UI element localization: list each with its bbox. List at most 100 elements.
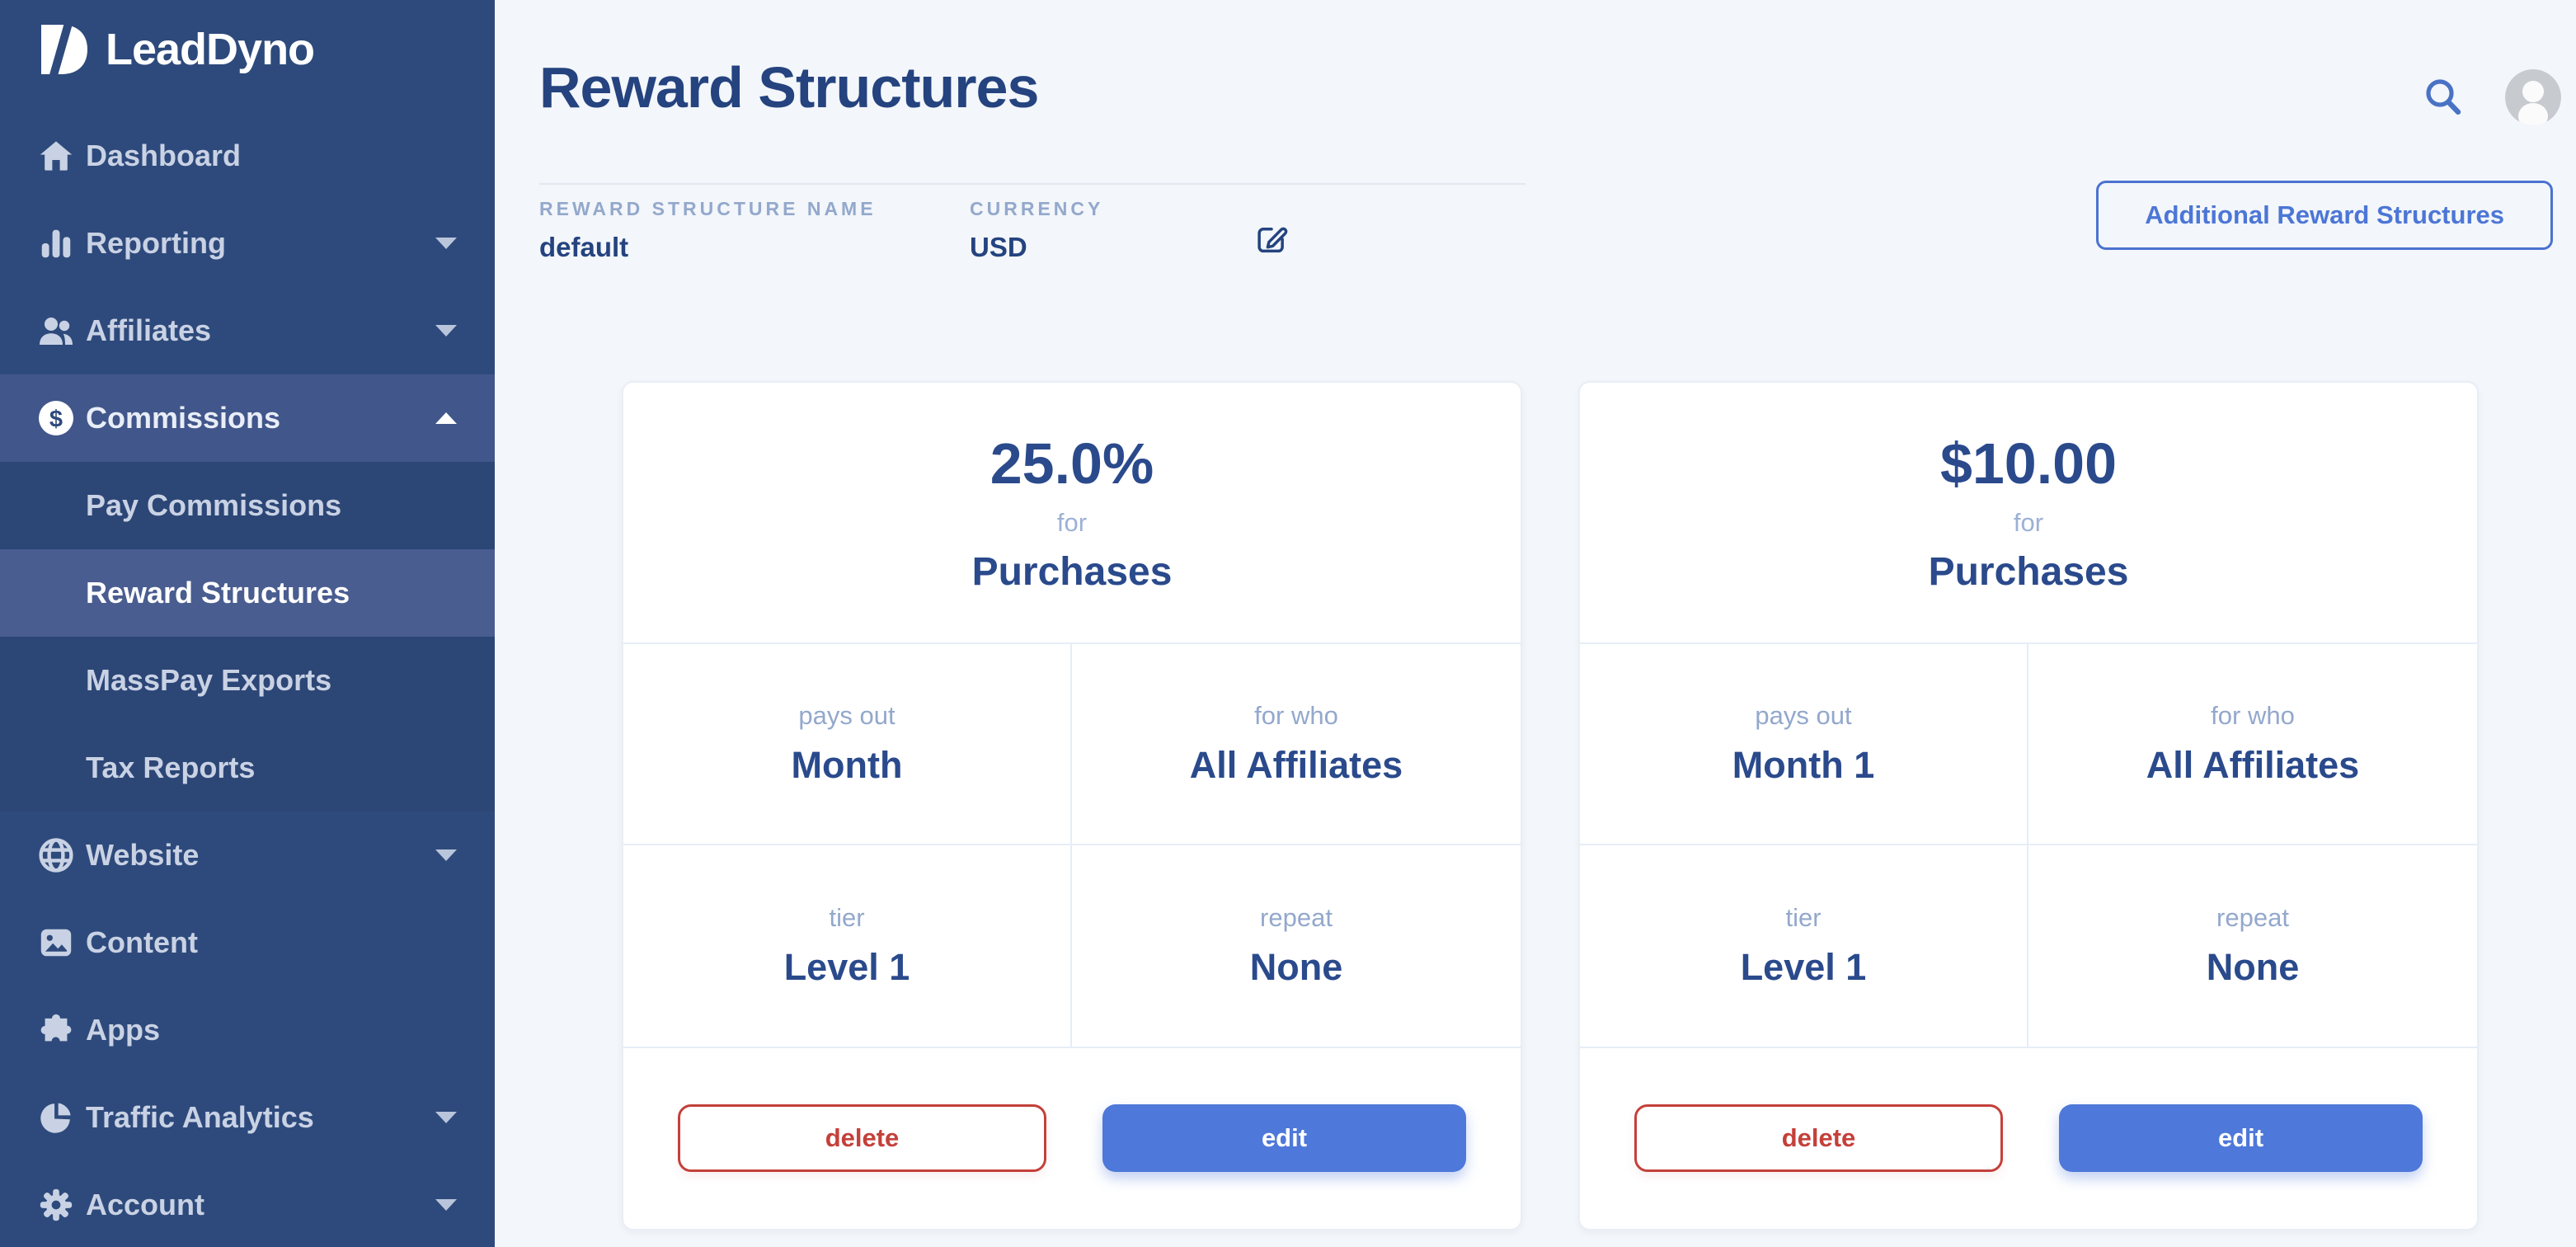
avatar[interactable] bbox=[2505, 69, 2561, 125]
sidebar-item-label: Affiliates bbox=[86, 313, 212, 347]
cell-value: None bbox=[2206, 945, 2300, 988]
pie-chart-icon bbox=[36, 1098, 76, 1137]
reward-structure-name-value: default bbox=[539, 232, 629, 262]
sidebar-item-label: MassPay Exports bbox=[86, 663, 332, 697]
reward-detail-grid: pays out Month for who All Affiliates ti… bbox=[623, 643, 1521, 1047]
chevron-down-icon bbox=[434, 848, 458, 863]
reward-trigger: Purchases bbox=[971, 549, 1173, 594]
edit-button[interactable]: edit bbox=[2059, 1104, 2423, 1173]
brand-name: LeadDyno bbox=[106, 25, 315, 74]
edit-button[interactable]: edit bbox=[1102, 1104, 1466, 1173]
cell-label: repeat bbox=[1260, 902, 1333, 932]
sidebar-item-label: Tax Reports bbox=[86, 751, 256, 784]
page-title: Reward Structures bbox=[539, 55, 1039, 120]
chevron-down-icon bbox=[434, 236, 458, 251]
sidebar-item-label: Account bbox=[86, 1188, 204, 1221]
sidebar-item-label: Apps bbox=[86, 1013, 160, 1047]
brand-logo[interactable]: LeadDyno bbox=[0, 0, 495, 99]
repeat-cell: repeat None bbox=[1072, 845, 1521, 1047]
reward-summary: $10.00 for Purchases bbox=[1580, 383, 2477, 644]
reward-amount: 25.0% bbox=[990, 431, 1154, 496]
reward-detail-grid: pays out Month 1 for who All Affiliates … bbox=[1580, 643, 2477, 1047]
sidebar-item-reward-structures[interactable]: Reward Structures bbox=[0, 549, 495, 637]
cell-value: Month 1 bbox=[1732, 743, 1875, 786]
reward-trigger: Purchases bbox=[1928, 549, 2129, 594]
sidebar-item-affiliates[interactable]: Affiliates bbox=[0, 287, 495, 374]
delete-button[interactable]: delete bbox=[678, 1104, 1046, 1173]
chevron-up-icon bbox=[434, 411, 458, 426]
sidebar-item-label: Reporting bbox=[86, 226, 226, 260]
for-who-cell: for who All Affiliates bbox=[2028, 644, 2477, 845]
delete-button[interactable]: delete bbox=[1634, 1104, 2003, 1173]
home-icon bbox=[36, 136, 76, 176]
svg-text:$: $ bbox=[49, 406, 63, 432]
sidebar-item-dashboard[interactable]: Dashboard bbox=[0, 112, 495, 200]
dollar-circle-icon: $ bbox=[36, 398, 76, 438]
globe-icon bbox=[36, 835, 76, 875]
cell-value: Level 1 bbox=[783, 945, 910, 988]
reward-summary: 25.0% for Purchases bbox=[623, 383, 1521, 644]
sidebar-item-label: Traffic Analytics bbox=[86, 1100, 314, 1134]
commissions-submenu: Pay Commissions Reward Structures MassPa… bbox=[0, 462, 495, 812]
reward-cards-row: 25.0% for Purchases pays out Month for w… bbox=[622, 381, 2479, 1231]
puzzle-icon bbox=[36, 1010, 76, 1050]
sidebar-item-traffic-analytics[interactable]: Traffic Analytics bbox=[0, 1074, 495, 1161]
leaddyno-logo-icon bbox=[36, 23, 89, 76]
sidebar-item-website[interactable]: Website bbox=[0, 812, 495, 899]
tier-cell: tier Level 1 bbox=[1580, 845, 2028, 1047]
main-content: Reward Structures REWARD STRUCTURE NAME … bbox=[495, 0, 2576, 1247]
sidebar-item-pay-commissions[interactable]: Pay Commissions bbox=[0, 462, 495, 549]
currency-value: USD bbox=[970, 232, 1027, 262]
cell-value: All Affiliates bbox=[1189, 743, 1403, 786]
sidebar-item-reporting[interactable]: Reporting bbox=[0, 200, 495, 287]
currency-field: CURRENCY USD bbox=[970, 198, 1103, 263]
sidebar-item-label: Content bbox=[86, 925, 198, 959]
search-icon[interactable] bbox=[2423, 76, 2464, 119]
reward-card: $10.00 for Purchases pays out Month 1 fo… bbox=[1578, 381, 2479, 1231]
pays-out-cell: pays out Month bbox=[623, 643, 1072, 845]
cell-value: None bbox=[1249, 945, 1343, 988]
reward-conjunction: for bbox=[1056, 507, 1088, 537]
cell-label: tier bbox=[1785, 902, 1822, 932]
header-divider bbox=[539, 183, 1525, 185]
for-who-cell: for who All Affiliates bbox=[1072, 644, 1521, 845]
pen-square-icon[interactable] bbox=[1254, 221, 1289, 256]
pays-out-cell: pays out Month 1 bbox=[1580, 643, 2028, 845]
sidebar-item-tax-reports[interactable]: Tax Reports bbox=[0, 724, 495, 812]
cell-value: All Affiliates bbox=[2146, 743, 2360, 786]
card-actions: delete edit bbox=[1580, 1046, 2477, 1229]
sidebar-item-account[interactable]: Account bbox=[0, 1161, 495, 1247]
cell-label: repeat bbox=[2216, 902, 2289, 932]
sidebar-item-label: Pay Commissions bbox=[86, 488, 342, 522]
cell-value: Level 1 bbox=[1740, 945, 1867, 988]
cell-label: tier bbox=[829, 902, 865, 932]
cell-label: for who bbox=[1254, 700, 1338, 730]
reward-conjunction: for bbox=[2013, 507, 2044, 537]
reward-card: 25.0% for Purchases pays out Month for w… bbox=[622, 381, 1522, 1231]
cell-label: pays out bbox=[798, 700, 895, 730]
sidebar-item-label: Reward Structures bbox=[86, 576, 350, 609]
bar-chart-icon bbox=[36, 224, 76, 263]
sidebar-item-label: Dashboard bbox=[86, 139, 242, 172]
image-icon bbox=[36, 923, 76, 962]
chevron-down-icon bbox=[434, 1198, 458, 1212]
sidebar: LeadDyno Dashboard bbox=[0, 0, 495, 1247]
repeat-cell: repeat None bbox=[2028, 845, 2477, 1047]
sidebar-item-masspay-exports[interactable]: MassPay Exports bbox=[0, 637, 495, 724]
sidebar-item-label: Commissions bbox=[86, 401, 281, 435]
sidebar-item-label: Website bbox=[86, 838, 200, 872]
cell-label: pays out bbox=[1755, 700, 1852, 730]
sidebar-item-commissions[interactable]: $ Commissions bbox=[0, 374, 495, 462]
gear-icon bbox=[36, 1185, 76, 1225]
sidebar-nav: Dashboard Reporting bbox=[0, 99, 495, 1247]
additional-reward-structures-button[interactable]: Additional Reward Structures bbox=[2096, 181, 2553, 250]
cell-label: for who bbox=[2211, 700, 2295, 730]
sidebar-item-apps[interactable]: Apps bbox=[0, 986, 495, 1074]
currency-label: CURRENCY bbox=[970, 198, 1104, 219]
sidebar-item-content[interactable]: Content bbox=[0, 899, 495, 986]
chevron-down-icon bbox=[434, 323, 458, 338]
chevron-down-icon bbox=[434, 1110, 458, 1125]
card-actions: delete edit bbox=[623, 1046, 1521, 1229]
reward-structure-name-field: REWARD STRUCTURE NAME default bbox=[539, 198, 877, 263]
